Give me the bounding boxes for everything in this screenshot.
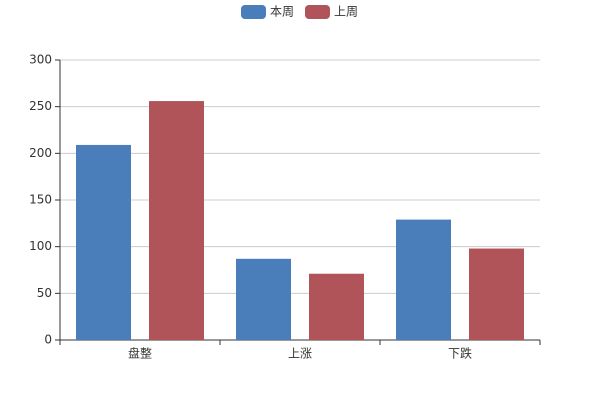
bar: [396, 219, 451, 340]
x-tick-label: 盘整: [128, 346, 152, 361]
x-tick-label: 上涨: [288, 346, 312, 361]
y-tick-label: 150: [29, 193, 52, 207]
y-tick-label: 100: [29, 239, 52, 253]
legend-label: 上周: [334, 5, 358, 19]
y-tick-label: 300: [29, 53, 52, 67]
bar: [76, 144, 131, 340]
x-tick-label: 下跌: [448, 346, 472, 361]
bar: [236, 258, 291, 340]
bar: [309, 273, 364, 340]
bar: [469, 248, 524, 340]
y-tick-label: 250: [29, 99, 52, 113]
y-tick-label: 50: [37, 286, 52, 300]
y-tick-label: 0: [44, 333, 52, 347]
legend-swatch: [241, 5, 266, 19]
y-tick-label: 200: [29, 146, 52, 160]
bar: [149, 101, 204, 340]
legend-label: 本周: [270, 5, 294, 19]
legend-swatch: [305, 5, 330, 19]
